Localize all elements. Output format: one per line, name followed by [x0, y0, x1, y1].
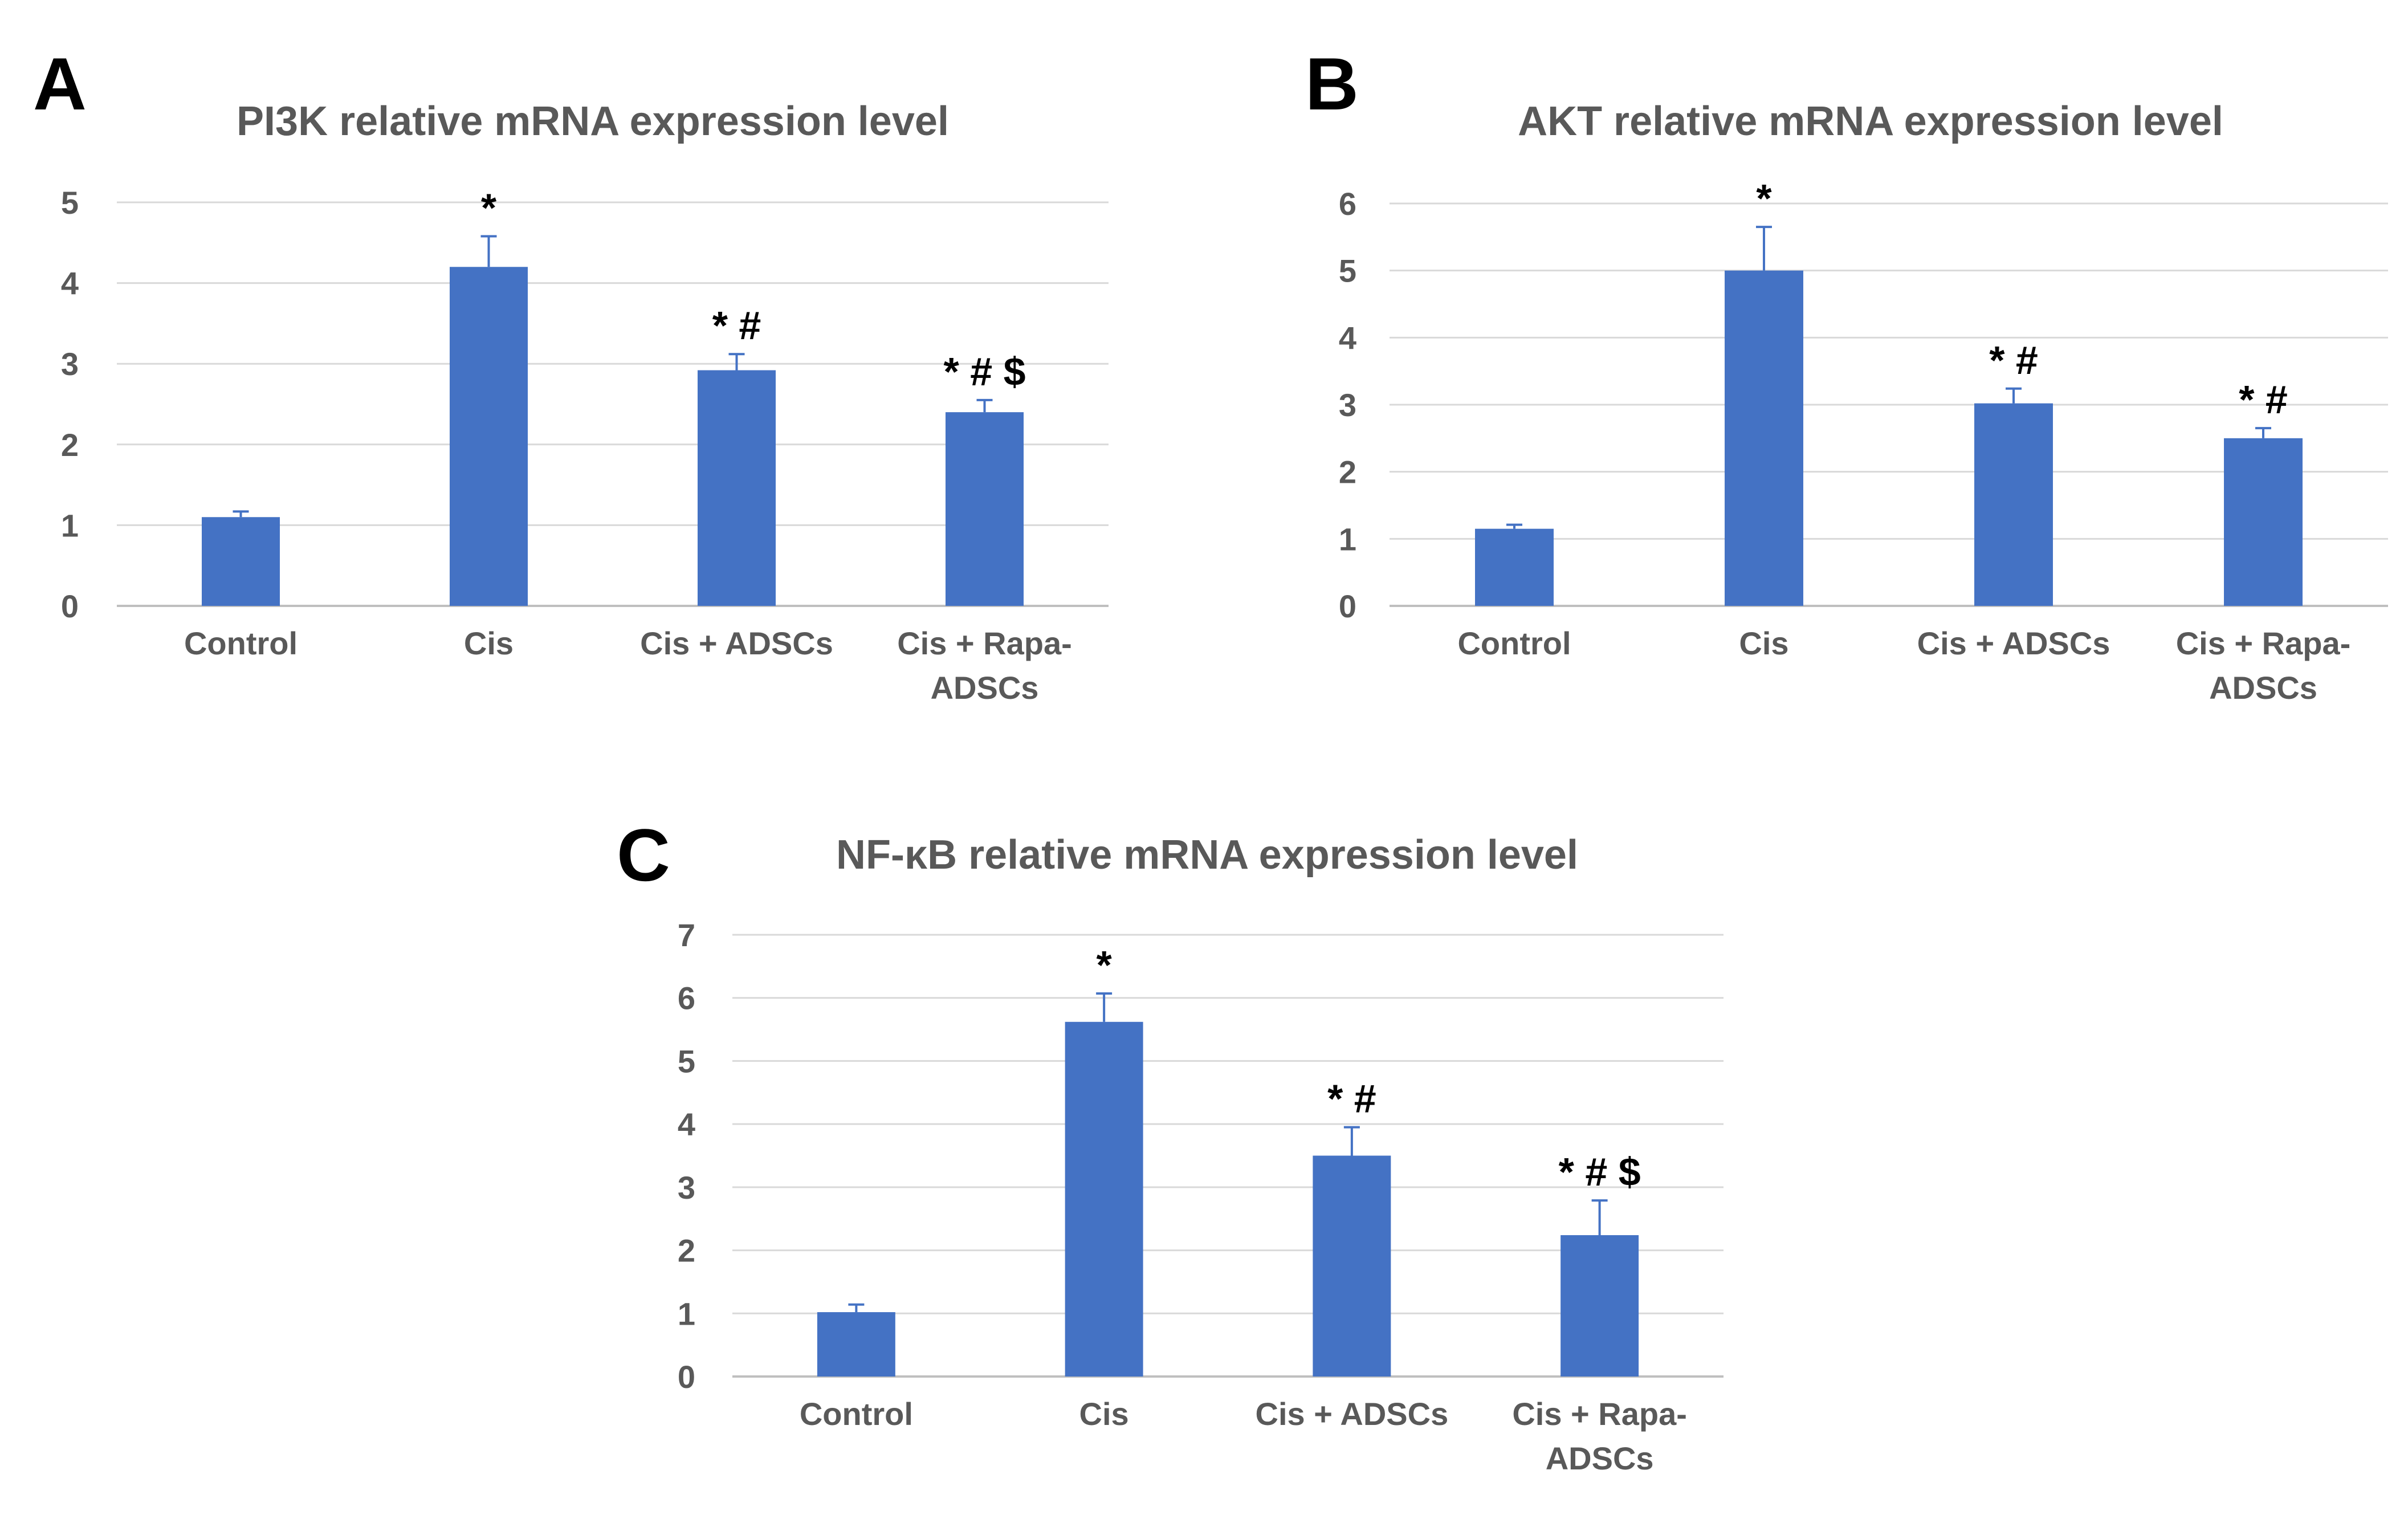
panel-c: C NF-κB relative mRNA expression level 0… [617, 813, 1724, 1476]
significance-label: * # [1327, 1077, 1376, 1121]
y-tick-label: 0 [61, 588, 79, 624]
y-tick-label: 0 [678, 1359, 695, 1395]
bar [1475, 528, 1554, 606]
panel-label-c: C [617, 813, 670, 897]
y-tick-label: 2 [61, 427, 79, 463]
y-tick-label: 5 [1339, 253, 1356, 289]
category-label: Cis + Rapa- [1512, 1396, 1687, 1432]
significance-label: * [1756, 176, 1772, 221]
y-tick-label: 5 [61, 185, 79, 221]
category-label: Cis + ADSCs [1256, 1396, 1449, 1432]
y-tick-label: 4 [678, 1106, 695, 1142]
y-tick-label: 1 [1339, 521, 1356, 557]
bar [449, 267, 528, 606]
category-label: Cis + ADSCs [1917, 625, 2110, 661]
y-tick-label: 3 [1339, 387, 1356, 423]
y-tick-label: 4 [1339, 320, 1356, 356]
y-tick-label: 6 [678, 980, 695, 1016]
panel-a: A PI3K relative mRNA expression level 0 1… [33, 42, 1109, 706]
plot-area-a: 0 1 2 3 4 5 Control * Cis * # Cis + ADSCs * # $ Cis … [61, 185, 1109, 706]
bar [817, 1312, 895, 1377]
y-tick-label: 7 [678, 917, 695, 953]
bar [1065, 1021, 1143, 1377]
category-label: Cis [1739, 625, 1788, 661]
category-label: Control [800, 1396, 913, 1432]
bar [697, 370, 776, 606]
category-label: Cis + ADSCs [640, 625, 833, 661]
panel-label-a: A [33, 42, 87, 125]
panel-b: B AKT relative mRNA expression level 0 1 2… [1305, 42, 2388, 706]
significance-label: * # [712, 303, 761, 348]
y-tick-label: 1 [61, 507, 79, 543]
category-label: ADSCs [2209, 670, 2317, 706]
category-label: Control [1457, 625, 1571, 661]
bar [1313, 1155, 1391, 1377]
significance-label: * # $ [1559, 1150, 1641, 1194]
bar [1560, 1235, 1639, 1377]
category-label: Cis + Rapa- [897, 625, 1072, 661]
category-label: Cis [1079, 1396, 1129, 1432]
significance-label: * # $ [944, 349, 1026, 394]
y-tick-label: 0 [1339, 588, 1356, 624]
significance-label: * # [2239, 377, 2288, 422]
category-label: Cis [464, 625, 514, 661]
y-tick-label: 4 [61, 266, 79, 302]
y-tick-label: 3 [61, 346, 79, 382]
y-tick-label: 5 [678, 1043, 695, 1079]
y-tick-label: 3 [678, 1170, 695, 1206]
category-label: ADSCs [931, 670, 1039, 706]
plot-area-c: 0 1 2 3 4 5 6 7 Control * Cis * # Cis + ADSCs * # $ Ci… [678, 917, 1724, 1476]
y-tick-label: 2 [1339, 454, 1356, 490]
bar [945, 412, 1024, 606]
category-label: ADSCs [1546, 1440, 1654, 1476]
y-tick-label: 2 [678, 1233, 695, 1269]
chart-title-a: PI3K relative mRNA expression level [237, 99, 949, 144]
panel-label-b: B [1305, 42, 1359, 125]
chart-title-b: AKT relative mRNA expression level [1518, 99, 2223, 144]
significance-label: * [481, 185, 497, 230]
bar [1725, 270, 1803, 606]
bar [1974, 403, 2053, 606]
significance-label: * [1097, 943, 1113, 987]
chart-title-c: NF-κB relative mRNA expression level [836, 832, 1578, 878]
plot-area-b: 0 1 2 3 4 5 6 Control * Cis * # Cis + ADSCs * # Cis +… [1339, 176, 2388, 706]
bar [201, 517, 280, 606]
y-tick-label: 1 [678, 1296, 695, 1331]
category-label: Control [184, 625, 298, 661]
y-tick-label: 6 [1339, 186, 1356, 222]
category-label: Cis + Rapa- [2176, 625, 2351, 661]
bar [2224, 438, 2303, 606]
significance-label: * # [1989, 338, 2038, 382]
